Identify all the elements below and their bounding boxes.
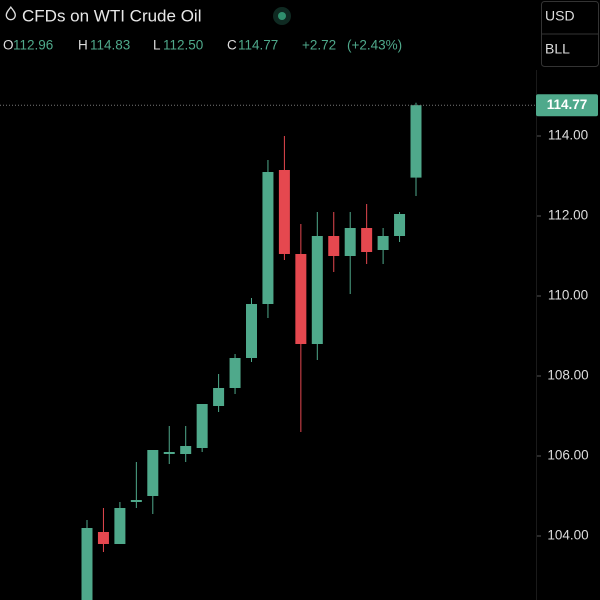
ohlc-value: 114.77 [238, 38, 278, 53]
ohlc-letter: H [78, 38, 88, 53]
candle-body [311, 236, 323, 344]
ohlc-letter: C [227, 38, 237, 53]
candle-body [163, 452, 175, 454]
candle-body [97, 532, 109, 544]
oil-icon [5, 5, 16, 21]
y-tick-label: 114.00 [548, 128, 588, 143]
ohlc-value: 112.96 [13, 38, 53, 53]
change: +2.72 [302, 38, 336, 53]
ohlc-value: 112.50 [163, 38, 203, 53]
candle-body [295, 254, 307, 344]
candle-body [246, 304, 257, 358]
candle-body [278, 170, 290, 254]
candle-body [394, 214, 406, 236]
ohlc-letter: L [153, 38, 161, 53]
candle-body [262, 172, 274, 304]
status-dot [278, 12, 286, 20]
ohlc-value: 114.83 [90, 38, 130, 53]
candle-body [377, 236, 389, 250]
y-tick-label: 110.00 [548, 288, 588, 303]
y-tick-label: 112.00 [548, 208, 588, 223]
y-tick-label: 106.00 [547, 448, 588, 463]
candle-body [213, 388, 225, 406]
candle-body [114, 508, 126, 544]
candle-body [361, 228, 373, 252]
last-price-tag [536, 94, 598, 117]
title: CFDs on WTI Crude Oil [22, 6, 201, 25]
candle-body [180, 446, 192, 454]
candle-body [196, 404, 208, 448]
candle-body [229, 358, 241, 388]
candle-body [410, 105, 422, 178]
change-percent: (+2.43%) [347, 38, 402, 53]
y-tick-label: 108.00 [547, 368, 588, 383]
unit-button[interactable]: BLL [545, 41, 570, 57]
y-tick-label: 104.00 [547, 528, 588, 543]
candle-body [147, 450, 159, 496]
candle-body [328, 236, 340, 256]
candle-body [344, 228, 356, 256]
candle-body [130, 500, 142, 502]
candle-body [81, 528, 93, 600]
currency-button[interactable]: USD [545, 8, 575, 24]
last-price-label: 114.77 [547, 97, 588, 112]
ohlc-letter: O [3, 38, 14, 53]
